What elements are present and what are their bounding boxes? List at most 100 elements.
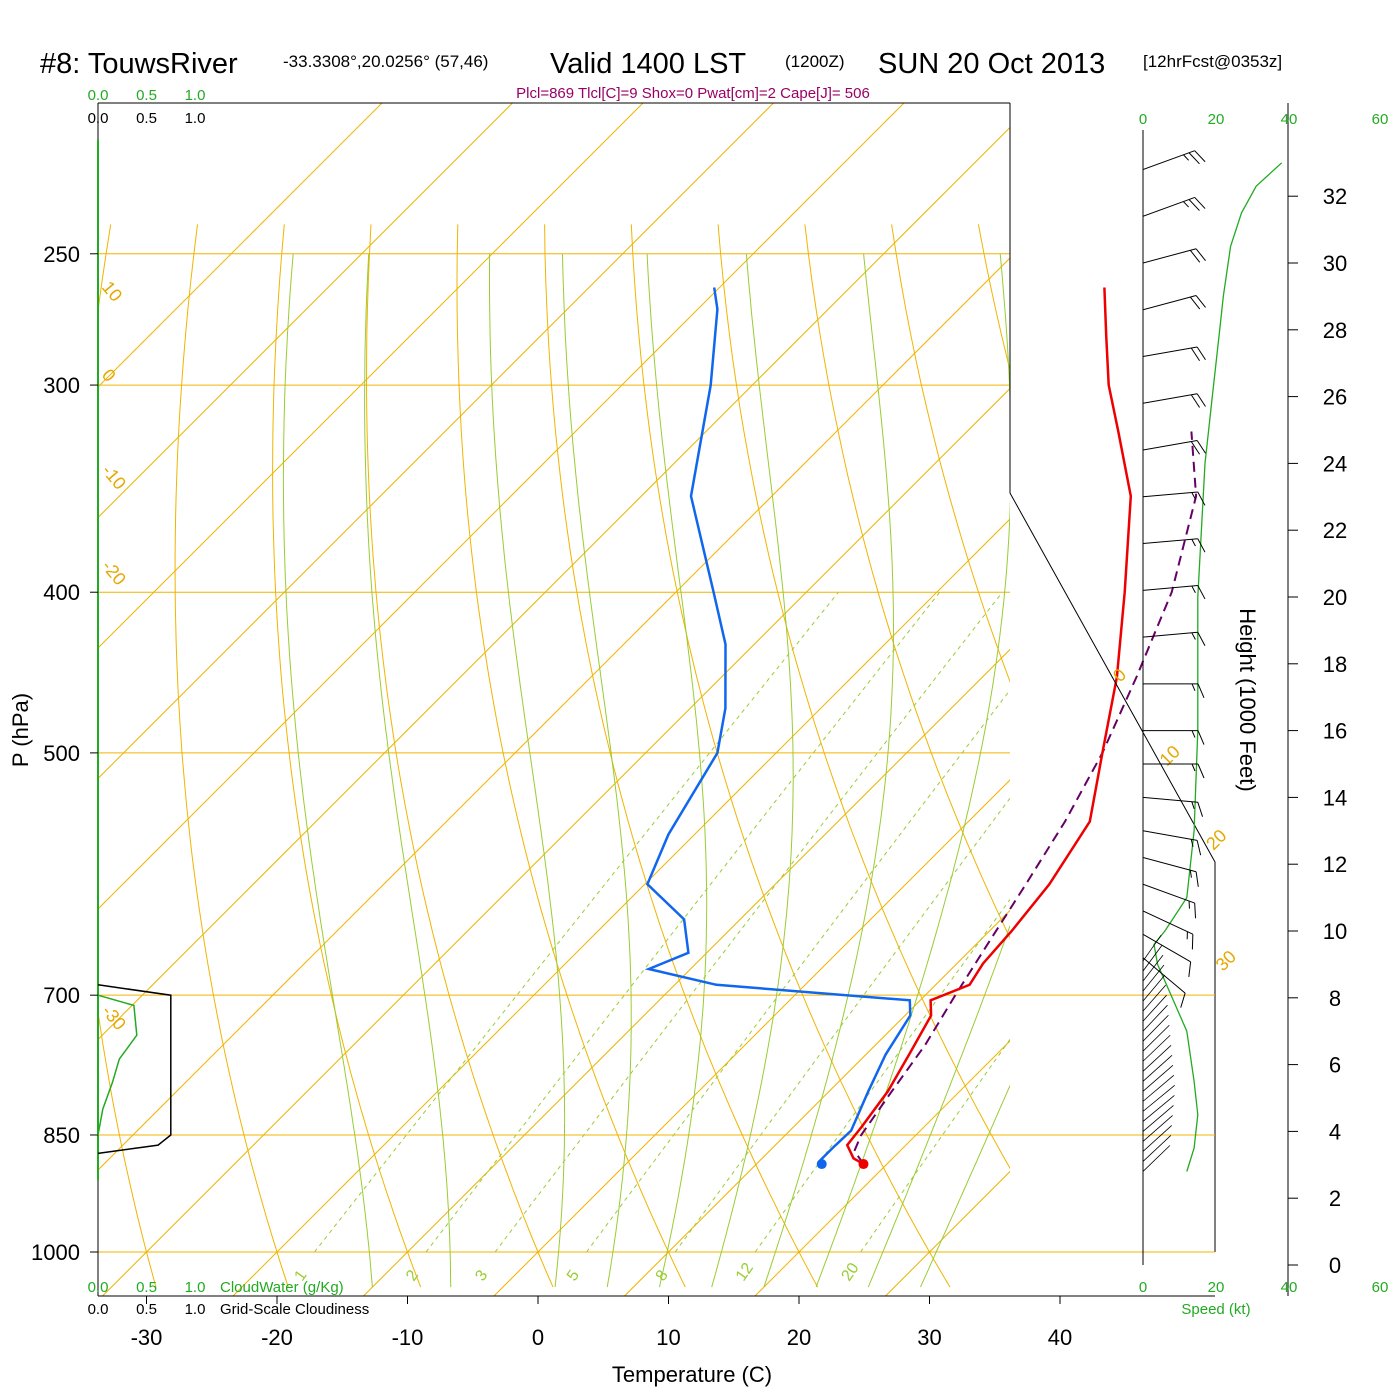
wind-barb-flag: [1197, 802, 1204, 817]
pressure-tick-label: 250: [43, 242, 80, 267]
height-axis-title: Height (1000 Feet): [1235, 608, 1260, 791]
low-wind-barb: [1142, 1055, 1173, 1082]
wind-barb: [1142, 830, 1202, 856]
low-wind-barb: [1142, 964, 1165, 992]
wind-barb-staff: [1142, 150, 1195, 170]
wind-barb-flag: [1197, 538, 1206, 553]
speed-tick-bottom: 60: [1372, 1279, 1389, 1296]
wind-speed-curve: [1153, 162, 1283, 1172]
cloud-water-scale-bottom: 0.0: [88, 1279, 109, 1296]
wind-barb-staff: [1142, 857, 1197, 873]
station-coords: -33.3308°,20.0256° (57,46): [283, 52, 488, 71]
cloud-water-scale-top: 0.5: [136, 87, 157, 104]
height-tick-label: 26: [1323, 385, 1347, 410]
wind-barb-half-flag: [1191, 683, 1196, 692]
low-wind-barb: [1142, 1095, 1175, 1122]
wind-barb-staff: [1142, 883, 1195, 904]
speed-tick-top: 40: [1281, 111, 1298, 128]
height-tick-label: 18: [1323, 652, 1347, 677]
low-wind-barb: [1142, 1105, 1174, 1132]
isotherm-line: [98, 103, 644, 649]
valid-date: SUN 20 Oct 2013: [878, 48, 1105, 80]
mixing-ratio-line: [425, 591, 941, 1253]
parcel-profile-line: [853, 431, 1198, 1165]
dewpoint-profile-line: [644, 287, 912, 1165]
frame-and-axes: 1 2 3 5 8 12 200102030100-10-20-30250300400500…: [8, 102, 1347, 1387]
wind-barb-flag: [1189, 250, 1201, 263]
wind-barb: [1143, 683, 1205, 699]
cloud-water-label: CloudWater (g/Kg): [220, 1279, 344, 1296]
wind-barb: [1142, 248, 1206, 264]
moist-adiabat: [763, 253, 895, 1288]
isotherm-line: [754, 1040, 1010, 1296]
wind-barb: [1142, 538, 1206, 553]
height-tick-label: 32: [1323, 184, 1347, 209]
low-wind-barb: [1142, 944, 1163, 972]
low-wind-barb: [1142, 1044, 1172, 1072]
wind-barb: [1142, 585, 1206, 600]
wind-barb-staff: [1142, 491, 1198, 498]
height-tick-label: 16: [1323, 719, 1347, 744]
wind-barb-staff: [1142, 393, 1198, 404]
valid-zulu: (1200Z): [785, 52, 845, 71]
mixing-ratio-label: 3: [472, 1267, 491, 1284]
wind-barb-staff: [1142, 538, 1198, 545]
dry-adiabat: [1239, 224, 1400, 1287]
wind-barb-flag: [1180, 992, 1186, 1008]
height-tick-label: 24: [1323, 451, 1347, 476]
y-axis-title: P (hPa): [8, 693, 33, 767]
low-wind-barb: [1142, 1075, 1175, 1102]
wind-barb-staff: [1142, 830, 1198, 841]
wind-barb: [1142, 883, 1197, 919]
temperature-tick-label: -30: [131, 1325, 163, 1350]
wind-barb-flag: [1195, 871, 1199, 887]
isotherm-line: [98, 103, 905, 910]
isotherm-line: [493, 779, 1010, 1296]
speed-tick-top: 20: [1208, 111, 1225, 128]
wind-barb-flag: [1197, 683, 1205, 699]
isotherm-line: [98, 103, 774, 780]
wind-barb-flag: [1190, 441, 1201, 455]
isotherm-label: 30: [1212, 947, 1240, 975]
low-wind-barb: [1142, 994, 1167, 1022]
cloudiness-scale-top: 0.0: [88, 110, 109, 127]
temperature-tick-label: 30: [917, 1325, 941, 1350]
wind-barb-flag: [1194, 903, 1197, 919]
low-wind-barb: [1142, 1004, 1168, 1032]
dry-adiabat: [98, 224, 157, 1288]
cloud-water-scale-top: 0.0: [88, 87, 109, 104]
station-title: #8: TouwsRiver: [40, 48, 238, 80]
isotherm-line: [1277, 103, 1400, 1296]
wind-barb: [1142, 491, 1206, 506]
moist-adiabat: [867, 924, 1010, 1288]
speed-tick-bottom: 0: [1139, 1279, 1147, 1296]
height-tick-label: 4: [1329, 1119, 1341, 1144]
cloudiness-scale-top: 1.0: [185, 110, 206, 127]
dry-adiabat: [456, 224, 686, 1288]
cloud-water-scale-bottom: 1.0: [185, 1279, 206, 1296]
wind-barb-half-flag: [1191, 801, 1195, 810]
mixing-ratio-line: [494, 591, 1003, 1253]
dry-adiabat-label: -20: [98, 556, 130, 589]
wind-barb-flag: [1197, 763, 1205, 779]
moist-adiabat: [711, 253, 794, 1288]
isotherm-line: [98, 103, 383, 388]
wind-barb-half-flag: [1189, 870, 1192, 878]
speed-tick-bottom: 20: [1208, 1279, 1225, 1296]
sounding-parameters: Plcl=869 Tlcl[C]=9 Shox=0 Pwat[cm]=2 Cap…: [516, 85, 870, 102]
wind-barb-half-flag: [1190, 839, 1194, 847]
wind-barb: [1142, 857, 1199, 887]
height-tick-label: 12: [1323, 852, 1347, 877]
mixing-ratio-line: [314, 591, 839, 1253]
wind-barb-staff: [1142, 439, 1198, 451]
profiles: [644, 287, 1198, 1170]
wind-barb-staff: [1142, 631, 1198, 638]
height-tick-label: 8: [1329, 986, 1341, 1011]
wind-barb: [1142, 150, 1206, 170]
wind-barb: [1143, 730, 1205, 745]
wind-barb: [1142, 910, 1194, 950]
speed-tick-bottom: 40: [1281, 1279, 1298, 1296]
wind-barb: [1142, 196, 1206, 217]
cloudiness-scale-bottom: 1.0: [185, 1301, 206, 1318]
